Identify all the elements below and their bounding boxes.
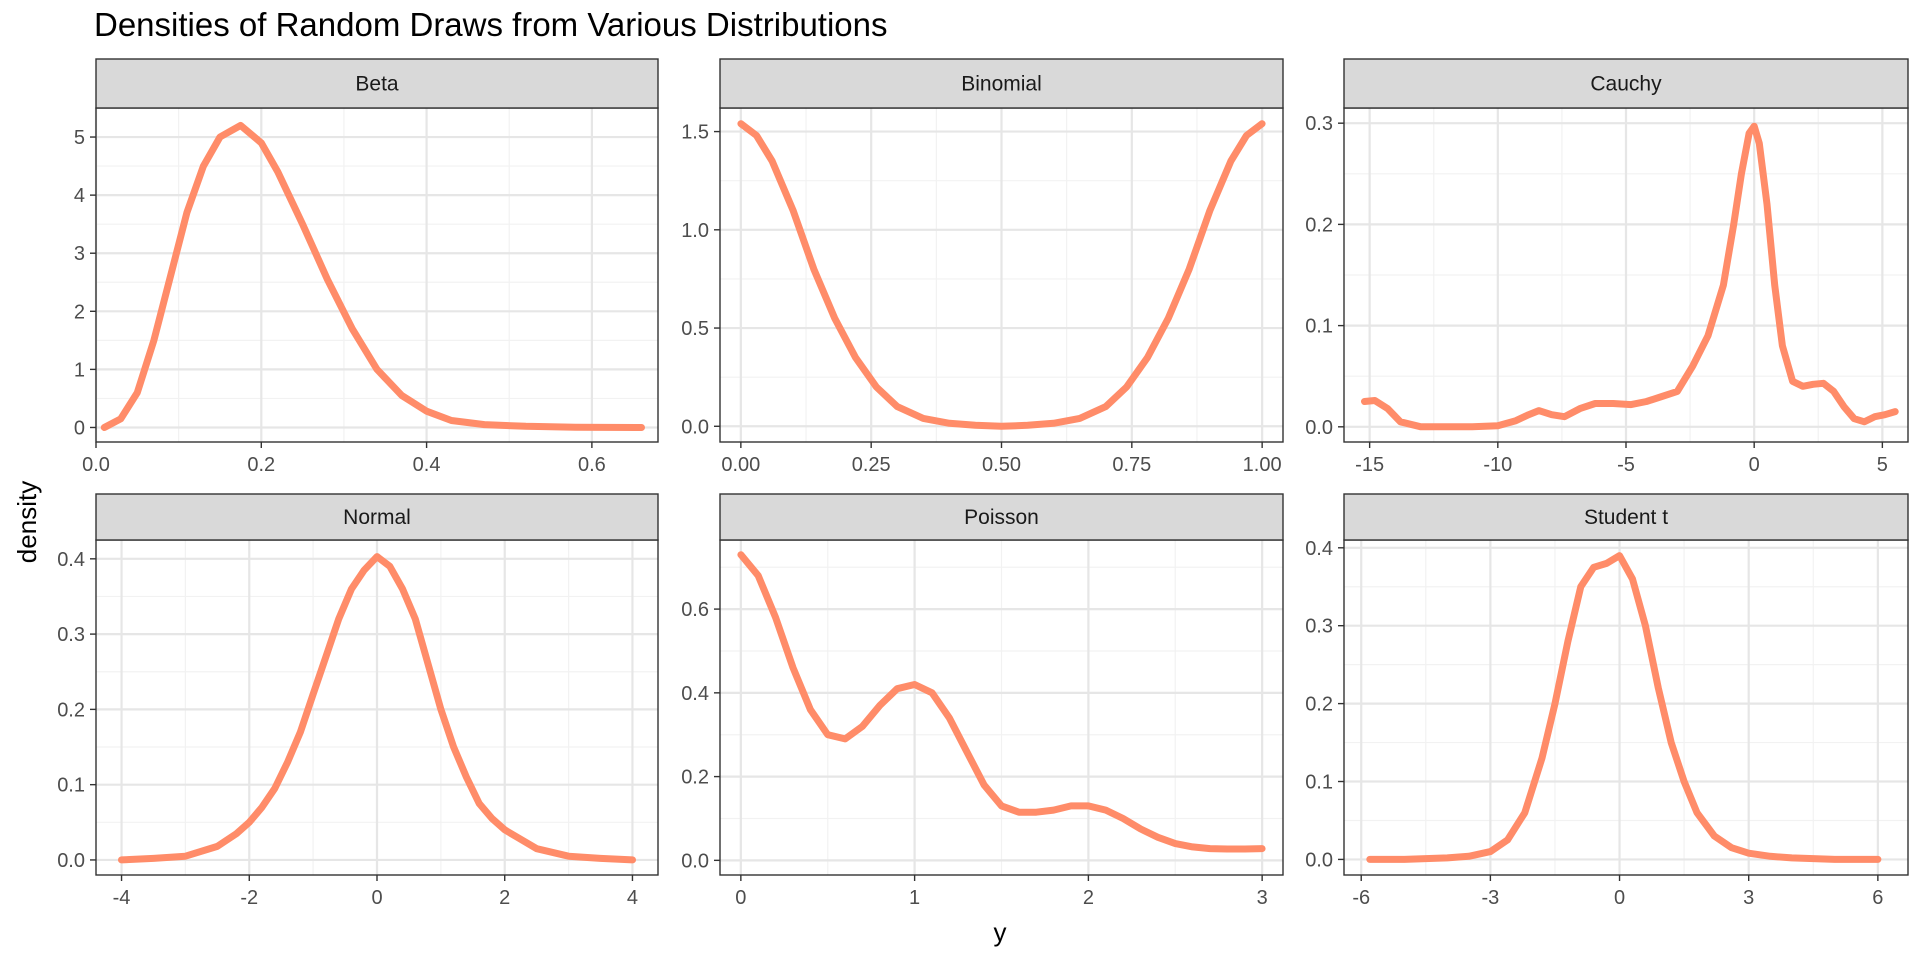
strip-background bbox=[1343, 493, 1909, 541]
x-tick-label: 0.0 bbox=[82, 454, 110, 476]
x-tick-label: 0.2 bbox=[247, 454, 275, 476]
x-tick-label: 5 bbox=[1877, 454, 1888, 476]
panel-binomial: Binomial 0.00 0.25 0.50 0.75 1.00 0.0 0.5 1.0 1.5 bbox=[681, 58, 1284, 476]
y-axis-title: density bbox=[12, 481, 42, 563]
y-tick-label: 1 bbox=[74, 359, 85, 381]
x-tick-label: -6 bbox=[1352, 887, 1370, 909]
x-tick-label: 3 bbox=[1743, 887, 1754, 909]
y-tick-label: 0.0 bbox=[681, 850, 709, 872]
y-tick-label: 0.5 bbox=[681, 318, 709, 340]
strip-label-cauchy: Cauchy bbox=[1590, 73, 1662, 96]
x-tick-label: 3 bbox=[1257, 887, 1268, 909]
x-tick-label: -15 bbox=[1355, 454, 1384, 476]
strip-label-normal: Normal bbox=[343, 506, 411, 529]
density-line-cauchy bbox=[1361, 122, 1899, 431]
axis-ticks: -4 -2 0 2 4 0.0 0.1 0.2 0.3 0.4 bbox=[57, 549, 638, 909]
y-tick-label: 0.0 bbox=[1305, 849, 1333, 871]
y-tick-label: 0.0 bbox=[681, 416, 709, 438]
y-tick-label: 3 bbox=[74, 243, 85, 265]
x-tick-label: 0.50 bbox=[982, 454, 1021, 476]
y-tick-label: 0.1 bbox=[1305, 316, 1333, 338]
y-tick-label: 0.4 bbox=[681, 683, 709, 705]
axis-ticks: 0 1 2 3 0.0 0.2 0.4 0.6 bbox=[681, 599, 1268, 909]
x-tick-label: 1 bbox=[909, 887, 920, 909]
gridlines bbox=[720, 108, 1283, 442]
strip-label-poisson: Poisson bbox=[964, 506, 1039, 529]
strip-background bbox=[719, 58, 1284, 109]
x-tick-label: 0 bbox=[371, 887, 382, 909]
panel-normal: Normal -4 -2 0 2 4 0.0 0.1 0.2 0.3 0.4 bbox=[57, 493, 659, 909]
y-tick-label: 5 bbox=[74, 127, 85, 149]
axis-ticks: 0.00 0.25 0.50 0.75 1.00 0.0 0.5 1.0 1.5 bbox=[681, 122, 1281, 476]
density-line-binomial bbox=[737, 120, 1266, 430]
x-tick-label: 2 bbox=[499, 887, 510, 909]
x-tick-label: 0 bbox=[1614, 887, 1625, 909]
x-tick-label: 1.00 bbox=[1243, 454, 1282, 476]
y-tick-label: 0 bbox=[74, 417, 85, 439]
y-tick-label: 4 bbox=[74, 185, 85, 207]
x-tick-label: -5 bbox=[1617, 454, 1635, 476]
y-tick-label: 0.6 bbox=[681, 599, 709, 621]
x-tick-label: -2 bbox=[240, 887, 258, 909]
x-tick-label: 2 bbox=[1083, 887, 1094, 909]
y-tick-label: 0.3 bbox=[1305, 616, 1333, 638]
strip-label-beta: Beta bbox=[355, 73, 399, 96]
panel-background bbox=[96, 108, 658, 442]
y-tick-label: 0.0 bbox=[57, 850, 85, 872]
y-tick-label: 0.2 bbox=[1305, 214, 1333, 236]
x-tick-label: 0 bbox=[1749, 454, 1760, 476]
x-tick-label: 0 bbox=[735, 887, 746, 909]
x-tick-label: 4 bbox=[627, 887, 638, 909]
x-tick-label: 0.00 bbox=[721, 454, 760, 476]
panel-cauchy: Cauchy -15 -10 -5 0 5 0.0 0.1 0.2 0.3 bbox=[1305, 58, 1909, 476]
density-line-student-t bbox=[1366, 552, 1882, 863]
panel-poisson: Poisson 0 1 2 3 0.0 0.2 0.4 0.6 bbox=[681, 493, 1284, 909]
y-tick-label: 0.2 bbox=[681, 767, 709, 789]
panel-beta: Beta 0.0 0.2 0.4 0.6 0 1 2 3 4 5 bbox=[74, 58, 659, 476]
density-line-poisson bbox=[737, 551, 1266, 853]
panel-student-t: Student t -6 -3 0 3 6 0.0 0.1 0.2 0.3 0.4 bbox=[1305, 493, 1909, 909]
strip-background bbox=[719, 493, 1284, 541]
x-axis-title: y bbox=[994, 917, 1007, 947]
y-tick-label: 0.2 bbox=[1305, 694, 1333, 716]
strip-background bbox=[1343, 58, 1909, 109]
y-tick-label: 1.0 bbox=[681, 220, 709, 242]
y-tick-label: 0.0 bbox=[1305, 417, 1333, 439]
y-tick-label: 0.3 bbox=[57, 624, 85, 646]
y-tick-label: 2 bbox=[74, 301, 85, 323]
y-tick-label: 1.5 bbox=[681, 122, 709, 144]
axis-ticks: -6 -3 0 3 6 0.0 0.1 0.2 0.3 0.4 bbox=[1305, 538, 1883, 909]
density-line-normal bbox=[118, 553, 636, 864]
x-tick-label: 0.25 bbox=[852, 454, 891, 476]
y-tick-label: 0.4 bbox=[1305, 538, 1333, 560]
x-tick-label: 0.6 bbox=[578, 454, 606, 476]
y-tick-label: 0.4 bbox=[57, 549, 85, 571]
strip-label-binomial: Binomial bbox=[961, 73, 1042, 96]
density-line-beta bbox=[100, 121, 645, 431]
gridlines bbox=[720, 540, 1283, 875]
x-tick-label: -4 bbox=[113, 887, 131, 909]
chart-title: Densities of Random Draws from Various D… bbox=[94, 6, 888, 43]
x-tick-label: -10 bbox=[1483, 454, 1512, 476]
x-tick-label: 0.4 bbox=[413, 454, 441, 476]
strip-label-student-t: Student t bbox=[1584, 506, 1668, 529]
y-tick-label: 0.3 bbox=[1305, 113, 1333, 135]
panel-background bbox=[1344, 540, 1908, 875]
x-tick-label: 0.75 bbox=[1112, 454, 1151, 476]
y-tick-label: 0.1 bbox=[57, 775, 85, 797]
axis-ticks: 0.0 0.2 0.4 0.6 0 1 2 3 4 5 bbox=[74, 127, 606, 476]
x-tick-label: -3 bbox=[1481, 887, 1499, 909]
y-tick-label: 0.2 bbox=[57, 699, 85, 721]
strip-background bbox=[95, 58, 659, 109]
gridlines bbox=[1344, 108, 1908, 442]
axis-ticks: -15 -10 -5 0 5 0.0 0.1 0.2 0.3 bbox=[1305, 113, 1888, 476]
y-tick-label: 0.1 bbox=[1305, 772, 1333, 794]
strip-background bbox=[95, 493, 659, 541]
x-tick-label: 6 bbox=[1872, 887, 1883, 909]
